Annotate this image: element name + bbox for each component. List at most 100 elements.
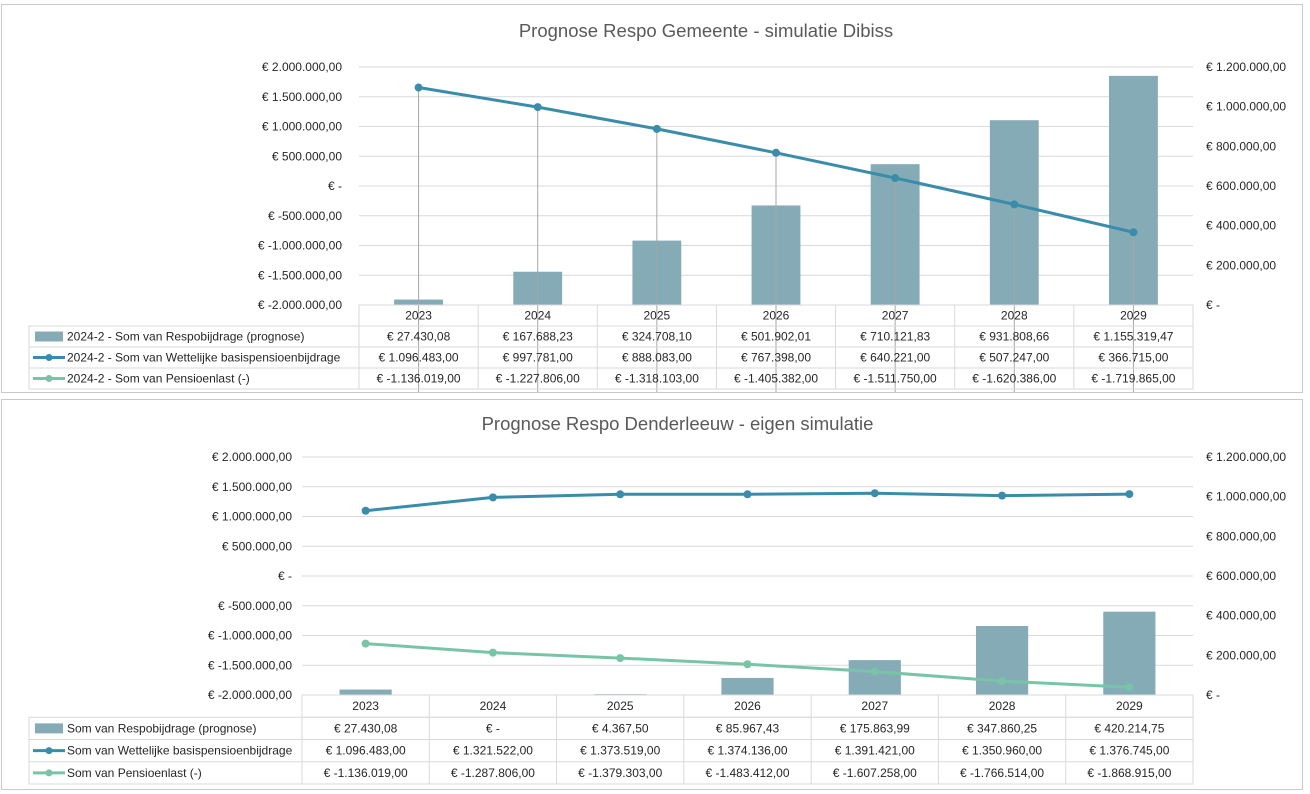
right-axis-tick-label: € 600.000,00	[1206, 569, 1276, 583]
data-label: € 27.430,08	[334, 721, 398, 735]
series-point-2025	[616, 490, 625, 499]
left-axis-tick-label: € 1.500.000,00	[262, 90, 342, 104]
data-label: € 710.121,83	[860, 330, 930, 344]
legend-entry: 2024-2 - Som van Wettelijke basispensioe…	[67, 351, 341, 365]
right-axis-tick-label: € 200.000,00	[1206, 258, 1276, 272]
right-axis-tick-label: € 400.000,00	[1206, 219, 1276, 233]
legend-entry: 2024-2 - Som van Respobijdrage (prognose…	[67, 330, 304, 344]
series-point-2027	[870, 667, 879, 676]
right-axis-tick-label: € 200.000,00	[1206, 648, 1276, 662]
left-axis-tick-label: € 1.000.000,00	[212, 510, 292, 524]
legend-entry: Som van Respobijdrage (prognose)	[67, 721, 256, 735]
left-axis-tick-label: € -500.000,00	[268, 209, 342, 223]
series-point-2029	[1129, 228, 1138, 237]
bar-2026	[721, 677, 774, 695]
right-axis-tick-label: € 1.200.000,00	[1206, 60, 1286, 74]
data-label: € 888.083,00	[622, 351, 692, 365]
right-axis-tick-label: € -	[1206, 298, 1220, 312]
legend-key-bar	[35, 331, 63, 342]
data-label: € -1.483.412,00	[705, 766, 789, 780]
series-point-2028	[998, 677, 1007, 686]
left-axis-tick-label: € 1.000.000,00	[262, 120, 342, 134]
right-axis-tick-label: € 800.000,00	[1206, 139, 1276, 153]
data-label: € 1.374.136,00	[707, 744, 787, 758]
right-axis-tick-label: € 1.000.000,00	[1206, 100, 1286, 114]
bar-2023	[339, 689, 392, 695]
data-label: € 507.247,00	[979, 351, 1049, 365]
series-point-2025	[616, 654, 625, 663]
data-label: € -1.620.386,00	[972, 372, 1056, 386]
data-label: € -1.136.019,00	[324, 766, 408, 780]
data-label: € 767.398,00	[741, 351, 811, 365]
category-label: 2024	[524, 309, 551, 323]
data-label: € 997.781,00	[503, 351, 573, 365]
chart-title: Prognose Respo Gemeente - simulatie Dibi…	[519, 20, 893, 41]
category-label: 2029	[1120, 309, 1147, 323]
chart-gemeente: Prognose Respo Gemeente - simulatie Dibi…	[1, 4, 1303, 393]
right-axis-tick-label: € -	[1206, 688, 1220, 702]
bar-2029	[1103, 611, 1156, 695]
left-axis-tick-label: € -1.500.000,00	[208, 658, 292, 672]
series-point-2025	[652, 124, 661, 133]
category-label: 2027	[882, 309, 909, 323]
chart-title: Prognose Respo Denderleeuw - eigen simul…	[482, 413, 874, 434]
category-label: 2026	[734, 699, 761, 713]
category-label: 2025	[607, 699, 634, 713]
data-label: € -1.379.303,00	[578, 766, 662, 780]
data-label: € -1.766.514,00	[960, 766, 1044, 780]
data-label: € 324.708,10	[622, 330, 692, 344]
category-label: 2024	[480, 699, 507, 713]
bar-2027	[848, 660, 901, 695]
left-axis-tick-label: € 2.000.000,00	[212, 450, 292, 464]
legend-key-bar	[35, 723, 63, 734]
data-label: € -1.287.806,00	[451, 766, 535, 780]
data-label: € 4.367,50	[592, 721, 649, 735]
left-axis-tick-label: € 500.000,00	[222, 539, 292, 553]
data-label: € 1.376.745,00	[1089, 744, 1169, 758]
legend-entry: 2024-2 - Som van Pensioenlast (-)	[67, 372, 250, 386]
right-axis-tick-label: € 600.000,00	[1206, 179, 1276, 193]
data-label: € 85.967,43	[716, 721, 780, 735]
series-point-2029	[1125, 490, 1134, 499]
left-axis-tick-label: € -	[278, 569, 292, 583]
left-axis-tick-label: € -1.000.000,00	[258, 239, 342, 253]
series-point-2023	[361, 639, 370, 648]
legend-entry: Som van Pensioenlast (-)	[67, 766, 202, 780]
category-label: 2028	[1001, 309, 1028, 323]
data-label: € -1.318.103,00	[615, 372, 699, 386]
left-axis-tick-label: € -1.000.000,00	[208, 629, 292, 643]
series-point-2023	[361, 506, 370, 515]
data-label: € -1.607.258,00	[833, 766, 917, 780]
category-label: 2026	[763, 309, 790, 323]
left-axis-tick-label: € 1.500.000,00	[212, 480, 292, 494]
data-label: € -1.136.019,00	[377, 372, 461, 386]
data-label: € 1.373.519,00	[580, 744, 660, 758]
series-point-2026	[743, 660, 752, 669]
series-point-2029	[1125, 683, 1134, 692]
data-label: € 167.688,23	[503, 330, 573, 344]
data-label: € 27.430,08	[387, 330, 451, 344]
right-axis-tick-label: € 1.200.000,00	[1206, 450, 1286, 464]
left-axis-tick-label: € 500.000,00	[272, 149, 342, 163]
category-label: 2027	[861, 699, 888, 713]
chart-gemeente-canvas: Prognose Respo Gemeente - simulatie Dibi…	[28, 20, 1286, 392]
series-point-2028	[998, 491, 1007, 500]
series-point-2023	[414, 83, 423, 92]
data-label: € 501.902,01	[741, 330, 811, 344]
right-axis-tick-label: € 1.000.000,00	[1206, 490, 1286, 504]
data-label: € 420.214,75	[1094, 721, 1164, 735]
left-axis-tick-label: € 2.000.000,00	[262, 60, 342, 74]
left-axis-tick-label: € -1.500.000,00	[258, 268, 342, 282]
legend-entry: Som van Wettelijke basispensioenbijdrage	[67, 744, 293, 758]
right-axis-tick-label: € 800.000,00	[1206, 529, 1276, 543]
data-label: € -1.227.806,00	[496, 372, 580, 386]
chart-denderleeuw-canvas: Prognose Respo Denderleeuw - eigen simul…	[28, 413, 1286, 785]
category-label: 2028	[989, 699, 1016, 713]
left-axis-tick-label: € -2.000.000,00	[258, 298, 342, 312]
data-label: € 175.863,99	[840, 721, 910, 735]
data-label: € 1.096.483,00	[326, 744, 406, 758]
data-label: € 366.715,00	[1098, 351, 1168, 365]
legend-key-marker	[45, 354, 53, 361]
chart-denderleeuw: Prognose Respo Denderleeuw - eigen simul…	[1, 399, 1303, 790]
series-point-2028	[1010, 200, 1019, 209]
